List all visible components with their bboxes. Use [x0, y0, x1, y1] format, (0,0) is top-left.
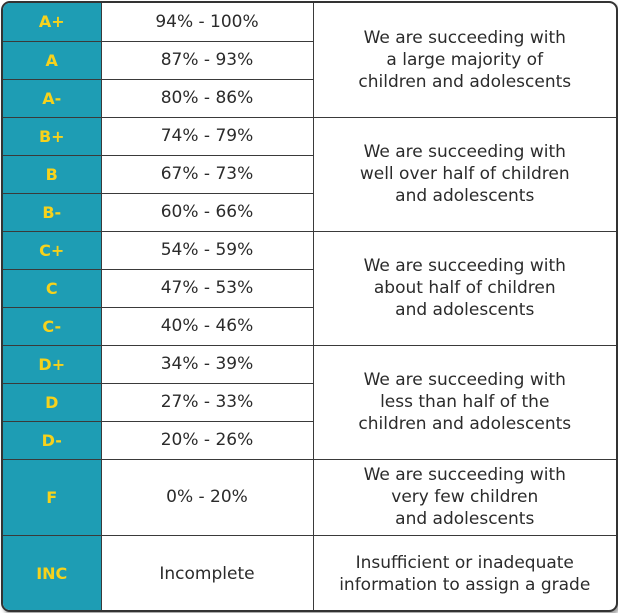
- grade-cell: INC: [3, 534, 102, 610]
- table-row: D- 20% - 26%: [3, 420, 616, 460]
- description-line: about half of children: [373, 278, 556, 298]
- range-cell: 47% - 53%: [100, 268, 313, 308]
- range-cell: 27% - 33%: [100, 382, 313, 422]
- range-cell: 87% - 93%: [100, 40, 313, 80]
- grade-cell: A: [3, 40, 102, 80]
- range-cell: 34% - 39%: [100, 344, 314, 384]
- grade-cell: A-: [3, 78, 102, 118]
- description-line: We are succeeding with: [363, 370, 566, 390]
- grade-cell: B: [3, 154, 102, 194]
- grade-cell: D-: [3, 420, 102, 460]
- description-line: We are succeeding with: [363, 27, 566, 48]
- table-row: C- 40% - 46%: [3, 306, 616, 346]
- description-line: less than half of the: [380, 392, 550, 412]
- grade-cell: C-: [3, 306, 102, 346]
- description-line: Insufficient or inadequate: [355, 552, 574, 573]
- range-cell: 0% - 20%: [100, 458, 314, 536]
- grade-cell: D: [3, 382, 102, 422]
- range-cell: 54% - 59%: [100, 230, 314, 270]
- description-cell: We are succeeding with about half of chi…: [312, 230, 616, 346]
- description-line: a large majority of: [386, 49, 544, 70]
- table-row: INC Incomplete Insufficient or inadequat…: [3, 534, 616, 610]
- description-line: and adolescents: [395, 509, 535, 529]
- description-line: We are succeeding with: [363, 465, 566, 485]
- description-cell: We are succeeding with very few children…: [312, 458, 616, 536]
- table-row: A- 80% - 86%: [3, 78, 616, 118]
- description-cell: We are succeeding with a large majority …: [312, 3, 616, 118]
- description-cell: We are succeeding with well over half of…: [312, 116, 616, 232]
- range-cell: 60% - 66%: [100, 192, 313, 232]
- grade-cell: B-: [3, 192, 102, 232]
- range-cell: 80% - 86%: [100, 78, 313, 118]
- description-line: and adolescents: [395, 186, 535, 206]
- table-row: C 47% - 53%: [3, 268, 616, 308]
- description-line: and adolescents: [395, 300, 535, 320]
- description-cell: Insufficient or inadequate information t…: [312, 534, 616, 610]
- description-line: children and adolescents: [358, 71, 572, 92]
- range-cell: 20% - 26%: [100, 420, 313, 460]
- description-line: We are succeeding with: [363, 256, 566, 276]
- table-row: C+ 54% - 59% We are succeeding with abou…: [3, 230, 616, 346]
- table-row: D+ 34% - 39% We are succeeding with less…: [3, 344, 616, 460]
- table-row: A 87% - 93%: [3, 40, 616, 80]
- grade-cell: D+: [3, 344, 102, 384]
- table-row: A+ 94% - 100% We are succeeding with a l…: [3, 3, 616, 118]
- range-cell: 40% - 46%: [100, 306, 313, 346]
- description-line: information to assign a grade: [339, 574, 591, 595]
- range-cell: 94% - 100%: [100, 3, 314, 42]
- description-line: children and adolescents: [358, 414, 572, 434]
- description-line: well over half of children: [359, 164, 570, 184]
- table-row: D 27% - 33%: [3, 382, 616, 422]
- description-line: very few children: [391, 487, 539, 507]
- grade-cell: C+: [3, 230, 102, 270]
- table-row: B+ 74% - 79% We are succeeding with well…: [3, 116, 616, 232]
- grade-cell: C: [3, 268, 102, 308]
- grading-scale-table: A+ 94% - 100% We are succeeding with a l…: [3, 3, 616, 610]
- range-cell: 67% - 73%: [100, 154, 313, 194]
- description-cell: We are succeeding with less than half of…: [312, 344, 616, 460]
- grade-cell: F: [3, 458, 102, 536]
- description-line: We are succeeding with: [363, 142, 566, 162]
- grade-cell: B+: [3, 116, 102, 156]
- grade-cell: A+: [3, 3, 102, 42]
- range-cell: Incomplete: [100, 534, 314, 610]
- table-row: F 0% - 20% We are succeeding with very f…: [3, 458, 616, 536]
- range-cell: 74% - 79%: [100, 116, 314, 156]
